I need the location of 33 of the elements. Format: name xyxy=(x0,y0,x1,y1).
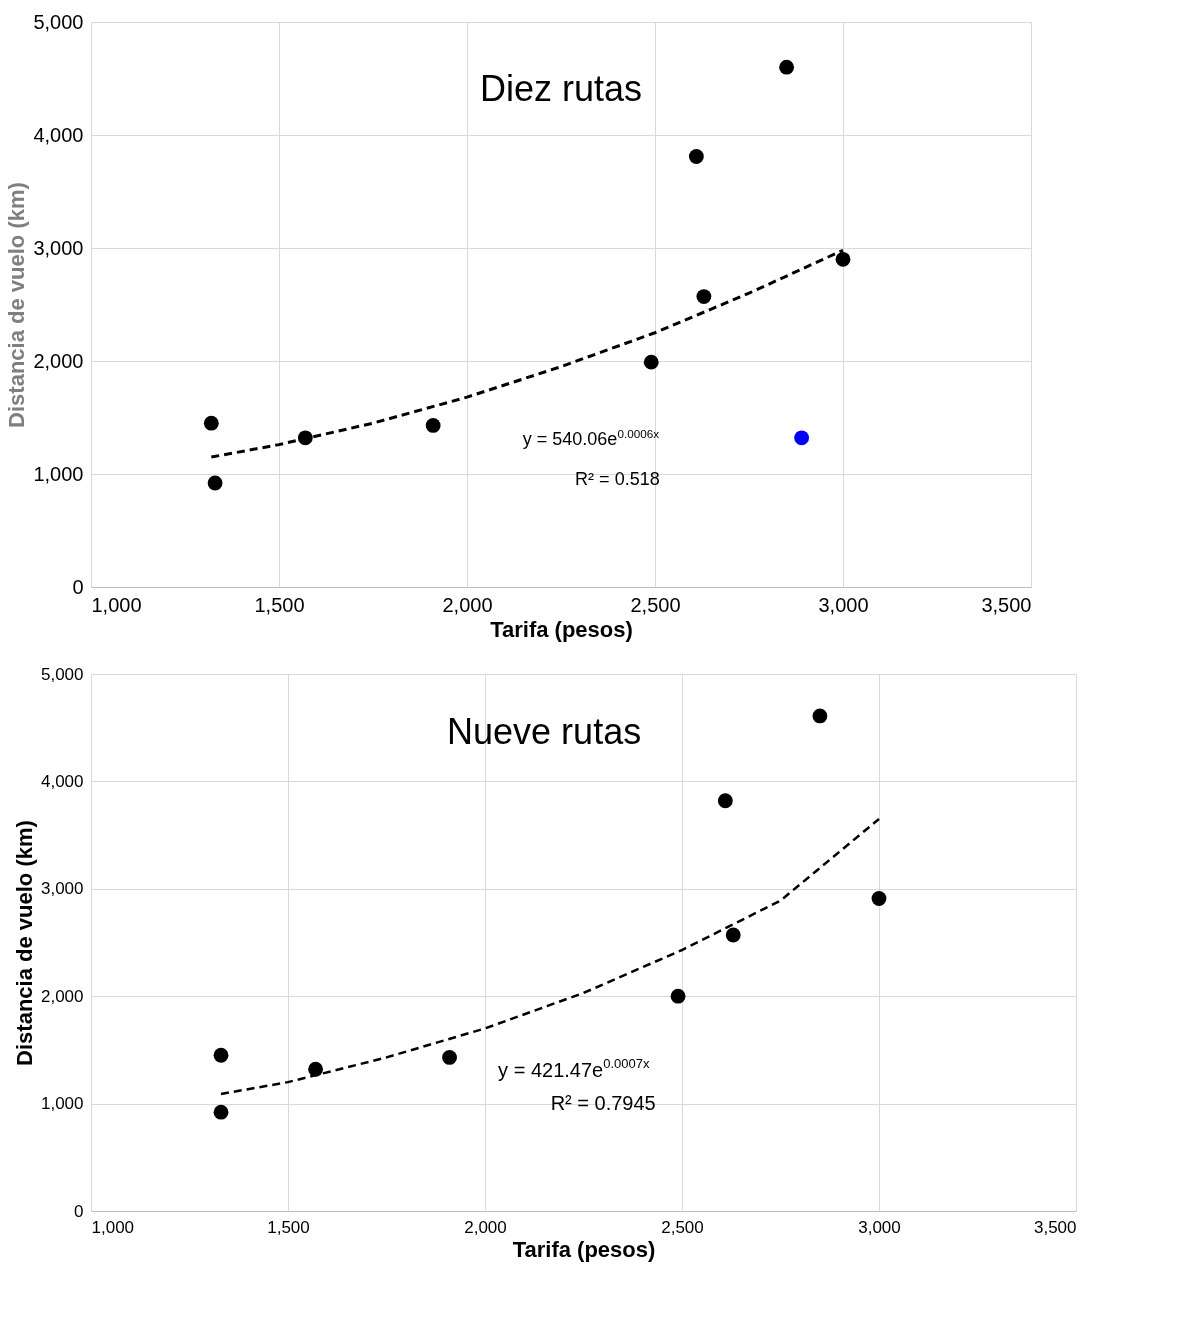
y-tick-label: 4,000 xyxy=(33,123,84,146)
x-tick-label: 3,500 xyxy=(1033,1217,1077,1237)
y-tick-label: 0 xyxy=(74,1201,84,1221)
y-tick-label: 5,000 xyxy=(33,10,84,33)
y-tick-label: 2,000 xyxy=(33,349,84,372)
x-tick-label: 2,500 xyxy=(630,593,681,616)
x-axis-title: Tarifa (pesos) xyxy=(490,616,633,642)
annotation: Diez rutas xyxy=(479,67,643,109)
line-series xyxy=(219,817,881,1096)
x-tick-label: 2,500 xyxy=(661,1217,704,1237)
x-tick-label: 1,500 xyxy=(267,1217,310,1237)
x-axis-title: Tarifa (pesos) xyxy=(512,1236,656,1262)
y-tick-label: 1,000 xyxy=(40,1094,84,1114)
annotation: R² = 0.7945 xyxy=(550,1091,656,1114)
y-tick-label: 3,000 xyxy=(33,236,84,259)
x-tick-label: 2,000 xyxy=(464,1217,507,1237)
x-tick-label: 3,500 xyxy=(981,593,1032,616)
y-tick-label: 2,000 xyxy=(40,986,84,1006)
x-tick-label: 1,500 xyxy=(254,593,305,616)
y-tick-label: 5,000 xyxy=(40,664,84,684)
y-tick-label: 1,000 xyxy=(33,462,84,485)
y-tick-label: 4,000 xyxy=(40,771,84,791)
annotation: Nueve rutas xyxy=(447,711,642,753)
y-tick-label: 0 xyxy=(72,575,84,598)
x-tick-label: 3,000 xyxy=(818,593,869,616)
y-tick-label: 3,000 xyxy=(40,879,84,899)
y-axis-title: Distancia de vuelo (km) xyxy=(4,182,30,428)
x-tick-label: 3,000 xyxy=(858,1217,901,1237)
x-tick-label: 2,000 xyxy=(442,593,493,616)
x-tick-label: 1,000 xyxy=(91,1217,135,1237)
annotation: R² = 0.518 xyxy=(575,468,660,489)
x-tick-label: 1,000 xyxy=(91,593,142,616)
y-axis-title: Distancia de vuelo (km) xyxy=(11,820,37,1066)
